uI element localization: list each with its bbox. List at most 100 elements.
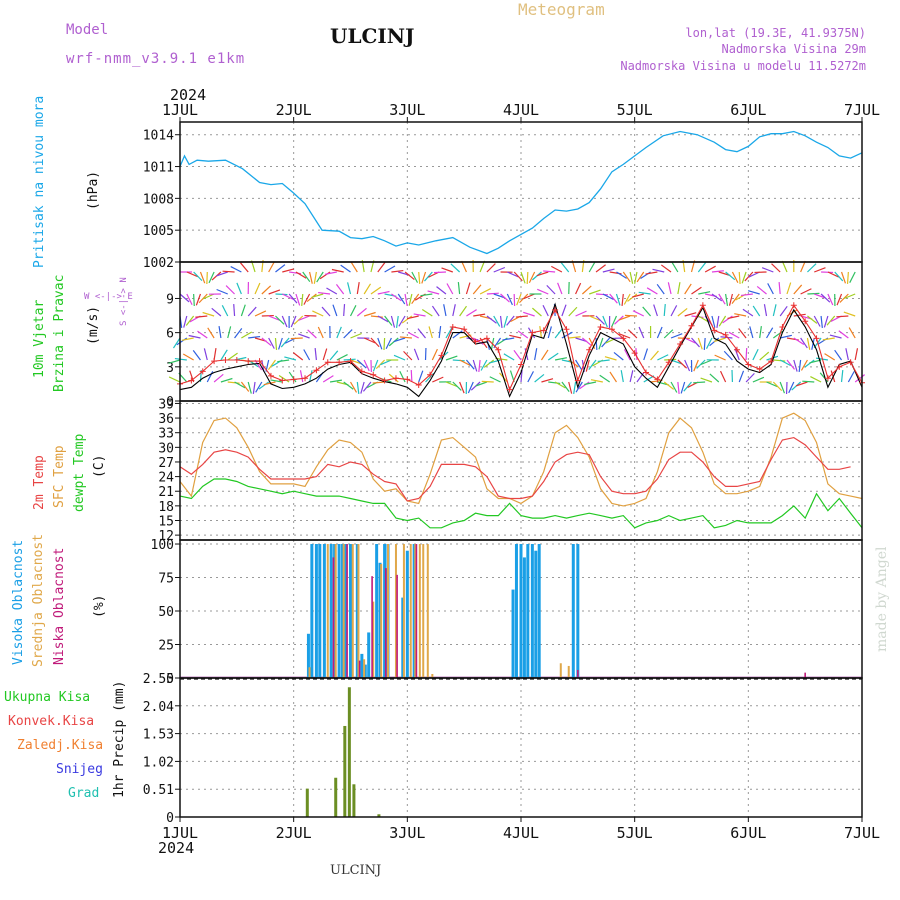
wind-arrow: [278, 374, 290, 383]
panel-frame-2: [179, 400, 863, 541]
wind-arrow: [181, 337, 194, 341]
wind-arrow: [691, 337, 700, 348]
wind-arrow: [195, 293, 202, 306]
wind-speed-marker: [768, 358, 775, 365]
wind-speed-marker: [699, 302, 706, 309]
mid-cloud-bar: [431, 673, 434, 678]
wind-arrow: [311, 293, 324, 298]
wind-arrow: [479, 288, 492, 295]
wind-arrow: [308, 271, 313, 284]
wind-arrow: [268, 315, 281, 321]
wind-arrow: [417, 328, 426, 339]
wind-arrow: [302, 271, 311, 283]
wind-arrow: [356, 381, 360, 394]
high-cloud-bar: [329, 544, 333, 678]
wind-arrow: [806, 337, 811, 350]
wind-arrow: [697, 337, 703, 350]
y-tick-label: 15: [158, 514, 174, 529]
wind-speed-marker: [643, 369, 650, 376]
wind-arrow: [618, 333, 631, 339]
station-title: ULCINJ: [330, 24, 415, 48]
wind-arrow: [763, 304, 768, 317]
wind-arrow: [677, 307, 688, 317]
wind-arrow: [595, 264, 606, 273]
y-tick-label: 3: [166, 361, 174, 376]
wind-arrow: [718, 315, 727, 327]
wind-arrow: [433, 271, 447, 274]
wind-arrow: [275, 293, 288, 296]
wind-arrow: [461, 260, 467, 273]
wind-arrow: [752, 305, 761, 317]
wind-arrow: [632, 310, 645, 317]
wind-arrow: [575, 359, 583, 371]
wind-arrow: [802, 380, 815, 383]
wind-arrow: [778, 281, 781, 295]
wind-arrow: [356, 282, 360, 295]
wind-arrow: [452, 359, 465, 362]
mid-cloud-bar: [426, 544, 429, 678]
wind-speed-marker: [824, 375, 831, 382]
wind-arrow: [493, 266, 506, 273]
wind-arrow: [493, 315, 501, 327]
wind-arrow: [561, 381, 570, 392]
wind-arrow: [488, 359, 501, 364]
wind-speed-marker: [756, 366, 763, 373]
wind-arrow: [738, 370, 745, 383]
altitude-label: Nadmorska Visina 29m: [722, 42, 867, 56]
wind-arrow: [602, 268, 615, 273]
wind-arrow: [848, 327, 856, 339]
wind-arrow: [615, 293, 621, 306]
wind-speed-marker: [847, 359, 854, 366]
wind-arrow: [684, 359, 691, 372]
wind-arrow: [621, 293, 624, 306]
wind-speed-marker: [597, 323, 604, 330]
wind-arrow: [411, 293, 420, 305]
wind-arrow: [277, 359, 290, 363]
wind-arrow: [539, 326, 543, 339]
wind-gust-line: [179, 302, 863, 398]
panel-frame-4: [179, 677, 863, 818]
wind-arrow: [227, 352, 238, 361]
wind-arrow: [734, 348, 740, 361]
wind-arrow: [233, 303, 236, 317]
wind-arrow: [670, 359, 683, 365]
wind-arrow: [318, 291, 331, 295]
wind-arrow: [584, 381, 597, 386]
y-tick-label: 18: [158, 500, 174, 515]
wind-arrow: [282, 268, 295, 273]
wind-arrow: [749, 326, 754, 339]
wind-arrow: [554, 381, 566, 389]
y-tick-label: 1011: [143, 161, 174, 176]
wind-arrow: [741, 271, 747, 284]
wind-arrow: [536, 271, 549, 277]
wind-arrow: [443, 304, 447, 317]
wind-arrow: [759, 351, 770, 361]
wind-speed-marker: [438, 352, 445, 359]
wind-arrow: [478, 359, 481, 372]
wind-arrow: [613, 351, 624, 361]
dewpoint-line: [179, 478, 863, 529]
wind-arrow: [509, 334, 522, 339]
wind-arrow: [350, 261, 358, 273]
wind-arrow: [182, 353, 194, 361]
wind-ylabel-b: Brzina i Pravac: [52, 275, 67, 392]
y-tick-label: 25: [158, 639, 174, 654]
wind-arrow: [349, 381, 358, 393]
wind-arrow: [356, 359, 367, 369]
y-tick-label: 75: [158, 572, 174, 587]
wind-arrow: [168, 359, 181, 364]
wind-speed-marker: [745, 361, 752, 368]
x-label-top: 2JUL: [276, 101, 312, 119]
y-tick-label: 30: [158, 441, 174, 456]
x-label-top: 1JUL: [162, 101, 198, 119]
legend-total-rain: Ukupna Kisa: [4, 690, 90, 705]
high-cloud-bar: [306, 633, 310, 678]
wind-arrow: [756, 285, 767, 295]
wind-arrow: [384, 315, 393, 326]
wind-arrow: [772, 304, 777, 317]
wind-arrow: [720, 336, 733, 339]
wind-arrow: [298, 333, 310, 339]
wind-arrow: [623, 293, 631, 305]
wind-speed-marker: [790, 302, 797, 309]
wind-speed-marker: [677, 341, 684, 348]
